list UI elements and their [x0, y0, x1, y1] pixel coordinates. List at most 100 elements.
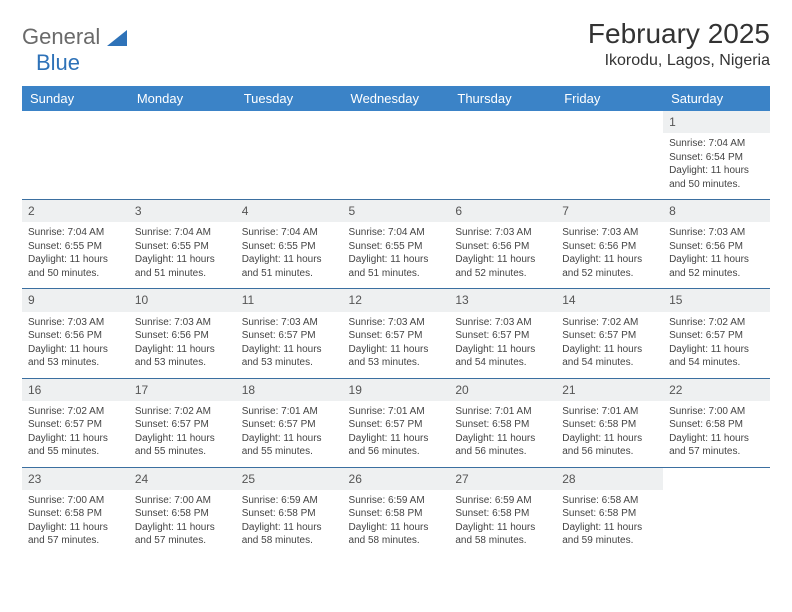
- daylight-text: Daylight: 11 hours and 54 minutes.: [455, 343, 550, 370]
- location-text: Ikorodu, Lagos, Nigeria: [588, 52, 770, 70]
- day-number-cell: 11: [236, 289, 343, 312]
- sunrise-text: Sunrise: 6:59 AM: [349, 494, 444, 508]
- sunset-text: Sunset: 6:58 PM: [349, 507, 444, 521]
- day-detail-cell: Sunrise: 6:59 AMSunset: 6:58 PMDaylight:…: [236, 490, 343, 556]
- day-detail-cell: Sunrise: 6:59 AMSunset: 6:58 PMDaylight:…: [449, 490, 556, 556]
- day-number-cell: 26: [343, 467, 450, 490]
- day-number-row: 16171819202122: [22, 378, 770, 401]
- day-number-cell: 22: [663, 378, 770, 401]
- day-detail-cell: Sunrise: 7:00 AMSunset: 6:58 PMDaylight:…: [129, 490, 236, 556]
- day-number-cell: [129, 111, 236, 133]
- sunset-text: Sunset: 6:54 PM: [669, 151, 764, 165]
- day-number-cell: 12: [343, 289, 450, 312]
- page-header: General Blue February 2025 Ikorodu, Lago…: [22, 18, 770, 76]
- daylight-text: Daylight: 11 hours and 58 minutes.: [242, 521, 337, 548]
- sunrise-text: Sunrise: 7:03 AM: [455, 316, 550, 330]
- sunset-text: Sunset: 6:58 PM: [455, 507, 550, 521]
- day-detail-row: Sunrise: 7:02 AMSunset: 6:57 PMDaylight:…: [22, 401, 770, 468]
- day-detail-row: Sunrise: 7:04 AMSunset: 6:55 PMDaylight:…: [22, 222, 770, 289]
- day-detail-cell: Sunrise: 6:59 AMSunset: 6:58 PMDaylight:…: [343, 490, 450, 556]
- weekday-header: Friday: [556, 86, 663, 111]
- day-detail-cell: Sunrise: 7:04 AMSunset: 6:55 PMDaylight:…: [343, 222, 450, 289]
- daylight-text: Daylight: 11 hours and 57 minutes.: [135, 521, 230, 548]
- day-detail-cell: Sunrise: 7:00 AMSunset: 6:58 PMDaylight:…: [22, 490, 129, 556]
- weekday-header: Tuesday: [236, 86, 343, 111]
- day-detail-row: Sunrise: 7:03 AMSunset: 6:56 PMDaylight:…: [22, 312, 770, 379]
- day-detail-cell: Sunrise: 7:03 AMSunset: 6:56 PMDaylight:…: [129, 312, 236, 379]
- sunset-text: Sunset: 6:57 PM: [242, 418, 337, 432]
- day-detail-cell: [343, 133, 450, 200]
- day-number-row: 232425262728: [22, 467, 770, 490]
- sunset-text: Sunset: 6:58 PM: [669, 418, 764, 432]
- day-number-cell: [449, 111, 556, 133]
- day-number-cell: 28: [556, 467, 663, 490]
- weekday-header: Saturday: [663, 86, 770, 111]
- daylight-text: Daylight: 11 hours and 50 minutes.: [28, 253, 123, 280]
- day-number-cell: 9: [22, 289, 129, 312]
- day-number-cell: [236, 111, 343, 133]
- day-detail-cell: [22, 133, 129, 200]
- sunrise-text: Sunrise: 7:04 AM: [135, 226, 230, 240]
- daylight-text: Daylight: 11 hours and 55 minutes.: [28, 432, 123, 459]
- sunrise-text: Sunrise: 6:58 AM: [562, 494, 657, 508]
- day-detail-cell: Sunrise: 7:03 AMSunset: 6:57 PMDaylight:…: [236, 312, 343, 379]
- day-detail-cell: Sunrise: 7:01 AMSunset: 6:58 PMDaylight:…: [556, 401, 663, 468]
- day-detail-cell: Sunrise: 7:02 AMSunset: 6:57 PMDaylight:…: [22, 401, 129, 468]
- month-title: February 2025: [588, 18, 770, 50]
- day-detail-row: Sunrise: 7:00 AMSunset: 6:58 PMDaylight:…: [22, 490, 770, 556]
- daylight-text: Daylight: 11 hours and 53 minutes.: [135, 343, 230, 370]
- day-detail-cell: Sunrise: 7:02 AMSunset: 6:57 PMDaylight:…: [663, 312, 770, 379]
- sunset-text: Sunset: 6:55 PM: [242, 240, 337, 254]
- sunrise-text: Sunrise: 7:01 AM: [242, 405, 337, 419]
- sunrise-text: Sunrise: 7:03 AM: [242, 316, 337, 330]
- daylight-text: Daylight: 11 hours and 56 minutes.: [562, 432, 657, 459]
- day-number-cell: 10: [129, 289, 236, 312]
- day-number-row: 2345678: [22, 200, 770, 223]
- day-number-cell: 25: [236, 467, 343, 490]
- sunrise-text: Sunrise: 7:02 AM: [562, 316, 657, 330]
- daylight-text: Daylight: 11 hours and 51 minutes.: [242, 253, 337, 280]
- day-number-cell: 17: [129, 378, 236, 401]
- day-detail-cell: Sunrise: 7:03 AMSunset: 6:56 PMDaylight:…: [663, 222, 770, 289]
- sunrise-text: Sunrise: 7:00 AM: [28, 494, 123, 508]
- weekday-header-row: Sunday Monday Tuesday Wednesday Thursday…: [22, 86, 770, 111]
- daylight-text: Daylight: 11 hours and 55 minutes.: [135, 432, 230, 459]
- day-number-cell: 24: [129, 467, 236, 490]
- daylight-text: Daylight: 11 hours and 57 minutes.: [28, 521, 123, 548]
- sunrise-text: Sunrise: 7:03 AM: [135, 316, 230, 330]
- day-detail-cell: [236, 133, 343, 200]
- day-number-cell: 8: [663, 200, 770, 223]
- daylight-text: Daylight: 11 hours and 57 minutes.: [669, 432, 764, 459]
- day-number-cell: 6: [449, 200, 556, 223]
- day-detail-cell: [129, 133, 236, 200]
- sunset-text: Sunset: 6:56 PM: [28, 329, 123, 343]
- day-detail-cell: Sunrise: 7:01 AMSunset: 6:58 PMDaylight:…: [449, 401, 556, 468]
- sunset-text: Sunset: 6:57 PM: [349, 329, 444, 343]
- day-number-cell: [22, 111, 129, 133]
- sunrise-text: Sunrise: 7:02 AM: [135, 405, 230, 419]
- sunrise-text: Sunrise: 7:03 AM: [562, 226, 657, 240]
- day-number-cell: 27: [449, 467, 556, 490]
- day-number-cell: 5: [343, 200, 450, 223]
- weekday-header: Wednesday: [343, 86, 450, 111]
- calendar-table: Sunday Monday Tuesday Wednesday Thursday…: [22, 86, 770, 556]
- sunset-text: Sunset: 6:58 PM: [562, 418, 657, 432]
- sunset-text: Sunset: 6:57 PM: [349, 418, 444, 432]
- sunset-text: Sunset: 6:57 PM: [135, 418, 230, 432]
- sunrise-text: Sunrise: 6:59 AM: [455, 494, 550, 508]
- daylight-text: Daylight: 11 hours and 58 minutes.: [455, 521, 550, 548]
- daylight-text: Daylight: 11 hours and 54 minutes.: [562, 343, 657, 370]
- sunrise-text: Sunrise: 7:04 AM: [349, 226, 444, 240]
- day-detail-cell: Sunrise: 7:03 AMSunset: 6:56 PMDaylight:…: [22, 312, 129, 379]
- day-detail-cell: [663, 490, 770, 556]
- day-detail-cell: Sunrise: 7:00 AMSunset: 6:58 PMDaylight:…: [663, 401, 770, 468]
- daylight-text: Daylight: 11 hours and 55 minutes.: [242, 432, 337, 459]
- sunset-text: Sunset: 6:55 PM: [28, 240, 123, 254]
- sunrise-text: Sunrise: 7:04 AM: [669, 137, 764, 151]
- day-detail-cell: Sunrise: 7:01 AMSunset: 6:57 PMDaylight:…: [343, 401, 450, 468]
- day-detail-row: Sunrise: 7:04 AMSunset: 6:54 PMDaylight:…: [22, 133, 770, 200]
- sunset-text: Sunset: 6:57 PM: [28, 418, 123, 432]
- daylight-text: Daylight: 11 hours and 56 minutes.: [349, 432, 444, 459]
- daylight-text: Daylight: 11 hours and 53 minutes.: [28, 343, 123, 370]
- sunset-text: Sunset: 6:56 PM: [455, 240, 550, 254]
